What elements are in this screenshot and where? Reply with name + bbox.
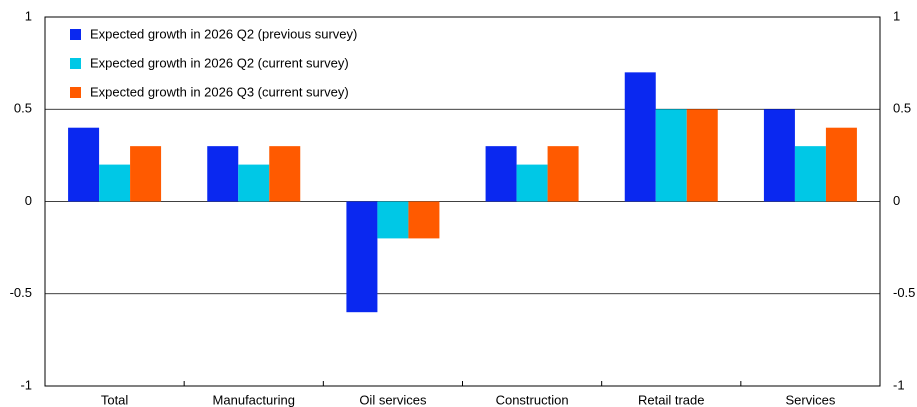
y2-tick-label: -0.5 [893, 285, 915, 300]
x-tick-label: Retail trade [638, 392, 704, 407]
bar [269, 146, 301, 202]
x-tick-label: Oil services [359, 392, 427, 407]
bar [99, 164, 131, 202]
legend-swatch [70, 29, 81, 40]
bar [377, 201, 409, 239]
legend-label: Expected growth in 2026 Q3 (current surv… [90, 84, 349, 99]
y-tick-label: -1 [20, 377, 32, 392]
legend-swatch [70, 58, 81, 69]
bar [794, 146, 826, 202]
bar [655, 109, 687, 202]
bar [763, 109, 795, 202]
y-tick-label: 0.5 [14, 101, 32, 116]
legend-label: Expected growth in 2026 Q2 (current surv… [90, 55, 349, 70]
legend-swatch [70, 87, 81, 98]
y2-tick-label: 1 [893, 8, 900, 23]
y2-tick-label: -1 [893, 377, 905, 392]
bar [68, 127, 100, 202]
bar [825, 127, 857, 202]
bar [207, 146, 239, 202]
bar [238, 164, 270, 202]
bar [130, 146, 162, 202]
x-tick-label: Services [785, 392, 835, 407]
bar [485, 146, 517, 202]
y2-tick-label: 0.5 [893, 101, 911, 116]
bar [408, 201, 440, 239]
y-tick-label: 0 [25, 193, 32, 208]
y-tick-label: -0.5 [10, 285, 32, 300]
bar [346, 201, 378, 313]
legend-label: Expected growth in 2026 Q2 (previous sur… [90, 26, 357, 41]
bar [516, 164, 548, 202]
bar [624, 72, 656, 202]
y-tick-label: 1 [25, 8, 32, 23]
x-tick-label: Total [101, 392, 129, 407]
x-tick-label: Construction [496, 392, 569, 407]
y2-tick-label: 0 [893, 193, 900, 208]
bar [686, 109, 718, 202]
bar [547, 146, 579, 202]
x-tick-label: Manufacturing [213, 392, 295, 407]
